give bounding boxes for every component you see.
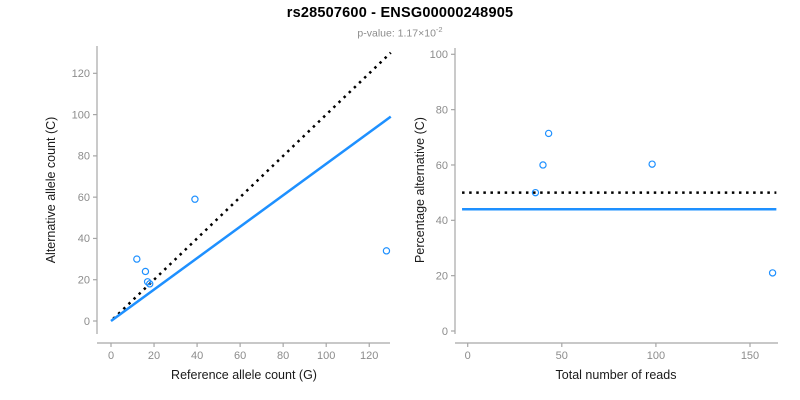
data-point (191, 195, 199, 203)
x-tick-label: 150 (741, 350, 759, 362)
data-point (544, 129, 553, 138)
right-plot: 0 50 100 150 0 20 40 60 80 100 Total number of rea… (413, 48, 778, 382)
x-tick-label: 60 (234, 350, 246, 362)
y-tick-label: 0 (84, 316, 90, 328)
fit-line (110, 115, 392, 323)
x-tick-label: 100 (317, 350, 335, 362)
x-tick-label: 100 (647, 350, 665, 362)
y-tick-label: 120 (72, 68, 90, 80)
y-tick-label: 20 (78, 275, 90, 287)
y-tick-label: 60 (436, 160, 448, 172)
pvalue-exponent: -2 (435, 25, 443, 34)
x-tick-label: 20 (148, 350, 160, 362)
left-plot: 0 20 40 60 80 100 120 0 20 40 60 80 100 120 Reference … (44, 46, 392, 382)
data-point (143, 278, 152, 286)
identity-line (112, 51, 392, 320)
data-point (146, 280, 154, 288)
y-tick-label: 20 (436, 270, 448, 282)
y-tick-label: 60 (78, 192, 90, 204)
x-tick-label: 80 (277, 350, 289, 362)
data-point (141, 267, 150, 276)
data-point (382, 247, 391, 255)
y-tick-label: 80 (78, 151, 90, 163)
y-tick-label: 40 (436, 215, 448, 227)
chart-subtitle: p-value: 1.17×10-2 (0, 25, 800, 40)
x-tick-label: 0 (465, 350, 471, 362)
x-tick-label: 120 (360, 350, 378, 362)
chart-title: rs28507600 - ENSG00000248905 (286, 5, 514, 21)
data-point (531, 188, 540, 197)
y-tick-label: 80 (436, 104, 448, 116)
pvalue-text: p-value: 1.17×10 (357, 27, 436, 40)
y-tick-label: 100 (430, 49, 448, 61)
x-tick-label: 0 (108, 350, 114, 362)
x-axis-title: Reference allele count (G) (171, 368, 317, 382)
y-tick-label: 0 (442, 326, 448, 338)
y-tick-label: 40 (78, 233, 90, 245)
y-axis-title: Percentage alternative (C) (413, 117, 427, 263)
y-axis-title: Alternative allele count (C) (44, 117, 58, 264)
data-point (539, 161, 547, 169)
data-point (648, 160, 656, 168)
x-tick-label: 50 (556, 350, 568, 362)
data-point (133, 255, 141, 263)
y-tick-label: 100 (72, 109, 90, 121)
data-point (768, 269, 777, 277)
x-axis-title: Total number of reads (556, 368, 677, 382)
x-tick-label: 40 (191, 350, 203, 362)
